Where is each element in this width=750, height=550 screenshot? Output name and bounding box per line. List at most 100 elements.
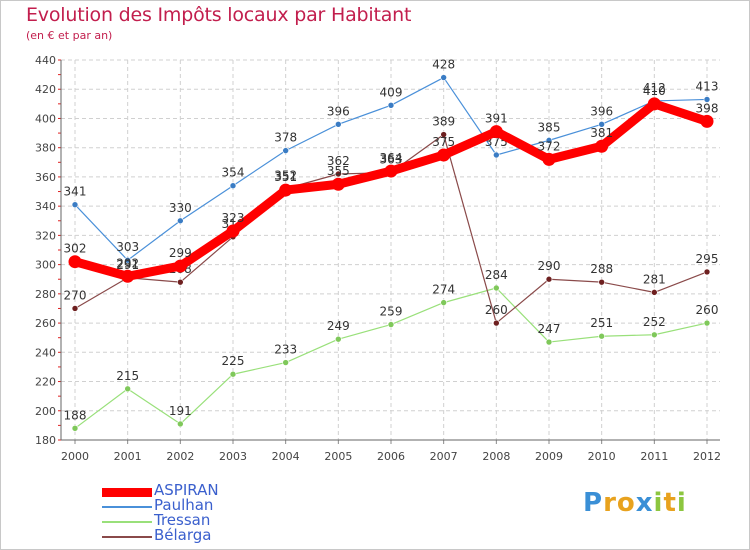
legend-label: ASPIRAN: [154, 481, 219, 499]
logo-letter: P: [583, 488, 604, 518]
data-point-belarga: [545, 275, 553, 283]
data-point-belarga: [335, 170, 342, 178]
data-label-aspiran: 375: [432, 135, 455, 149]
data-label-paulhan: 396: [590, 104, 613, 118]
data-label-belarga: 295: [696, 252, 719, 266]
data-label-tressan: 247: [538, 322, 561, 336]
data-point-paulhan: [493, 151, 500, 159]
data-label-belarga: 288: [590, 262, 613, 276]
legend-swatch: [102, 521, 152, 523]
x-tick-label: 2012: [693, 450, 721, 463]
logo-letter: o: [616, 488, 636, 518]
data-label-paulhan: 341: [64, 185, 87, 199]
data-label-belarga: 291: [116, 258, 139, 272]
y-tick-label: 260: [35, 317, 56, 330]
data-point-aspiran: [437, 148, 451, 162]
y-tick-label: 380: [35, 142, 56, 155]
legend-swatch: [102, 506, 152, 508]
x-tick-label: 2005: [324, 450, 352, 463]
data-label-belarga: 363: [380, 153, 403, 167]
chart-title: Evolution des Impôts locaux par Habitant: [26, 4, 412, 26]
data-label-aspiran: 364: [380, 151, 403, 165]
data-label-paulhan: 354: [222, 166, 245, 180]
legend-swatch: [102, 487, 152, 497]
data-point-tressan: [545, 338, 553, 346]
data-point-paulhan: [545, 137, 553, 144]
legend-label: Bélarga: [154, 526, 212, 544]
data-point-tressan: [703, 319, 711, 327]
data-point-aspiran: [542, 152, 556, 166]
data-label-belarga: 260: [485, 303, 508, 317]
data-point-aspiran: [173, 259, 187, 273]
data-label-aspiran: 292: [116, 256, 139, 270]
legend-label: Tressan: [154, 511, 211, 529]
y-tick-label: 320: [35, 229, 56, 242]
data-point-paulhan: [71, 201, 79, 208]
y-tick-label: 280: [35, 288, 56, 301]
legend-label: Paulhan: [154, 496, 214, 514]
data-label-aspiran: 410: [643, 84, 666, 98]
x-tick-label: 2009: [535, 450, 563, 463]
data-point-tressan: [651, 331, 658, 339]
data-label-aspiran: 391: [485, 112, 508, 126]
x-tick-label: 2010: [588, 450, 616, 463]
data-point-aspiran: [68, 255, 82, 269]
x-tick-label: 2007: [430, 450, 458, 463]
data-label-aspiran: 381: [590, 126, 613, 140]
logo-letter: r: [603, 488, 617, 518]
data-point-belarga: [440, 131, 447, 138]
data-point-paulhan: [282, 147, 289, 154]
data-label-tressan: 191: [169, 404, 192, 418]
data-label-tressan: 274: [432, 283, 455, 297]
data-label-aspiran: 372: [538, 139, 561, 153]
y-tick-label: 420: [35, 83, 56, 96]
data-point-aspiran: [279, 183, 293, 197]
data-point-paulhan: [177, 217, 184, 225]
data-point-belarga: [493, 319, 500, 327]
data-label-aspiran: 355: [327, 164, 350, 178]
data-label-tressan: 233: [274, 343, 297, 357]
data-label-tressan: 225: [222, 354, 245, 368]
data-point-belarga: [71, 305, 79, 312]
data-point-aspiran: [331, 177, 345, 191]
data-point-paulhan: [387, 102, 395, 109]
data-label-tressan: 252: [643, 315, 666, 329]
x-tick-label: 2003: [219, 450, 247, 463]
data-label-tressan: 215: [116, 369, 139, 383]
data-label-paulhan: 413: [696, 79, 719, 93]
chart-subtitle: (en € et par an): [26, 29, 113, 42]
data-label-belarga: 362: [327, 154, 350, 168]
data-point-aspiran: [647, 97, 661, 111]
data-label-tressan: 188: [64, 408, 87, 422]
data-label-paulhan: 396: [327, 104, 350, 118]
x-tick-label: 2002: [166, 450, 194, 463]
legend-swatch: [102, 536, 152, 538]
y-tick-label: 440: [35, 54, 56, 67]
data-point-tressan: [229, 370, 237, 378]
data-label-aspiran: 299: [169, 246, 192, 260]
data-point-paulhan: [703, 96, 711, 103]
y-tick-label: 180: [35, 434, 56, 447]
data-point-paulhan: [335, 121, 342, 128]
data-point-tressan: [440, 299, 447, 306]
data-label-tressan: 251: [590, 316, 613, 330]
data-label-paulhan: 303: [116, 240, 139, 254]
logo-letter: x: [635, 488, 654, 518]
data-label-belarga: 389: [432, 115, 455, 129]
logo-letter: t: [663, 488, 677, 518]
data-point-tressan: [598, 332, 605, 340]
logo-letter: i: [653, 488, 664, 518]
data-label-paulhan: 378: [274, 131, 297, 145]
y-tick-label: 300: [35, 259, 56, 272]
data-point-paulhan: [124, 256, 131, 264]
data-label-tressan: 249: [327, 319, 350, 333]
data-point-paulhan: [229, 182, 237, 189]
data-point-tressan: [124, 385, 131, 393]
data-point-tressan: [387, 321, 395, 328]
data-label-paulhan: 409: [380, 85, 403, 99]
data-label-aspiran: 323: [222, 211, 245, 225]
data-label-belarga: 281: [643, 272, 666, 286]
data-point-aspiran: [384, 164, 398, 178]
data-label-belarga: 352: [274, 169, 297, 183]
